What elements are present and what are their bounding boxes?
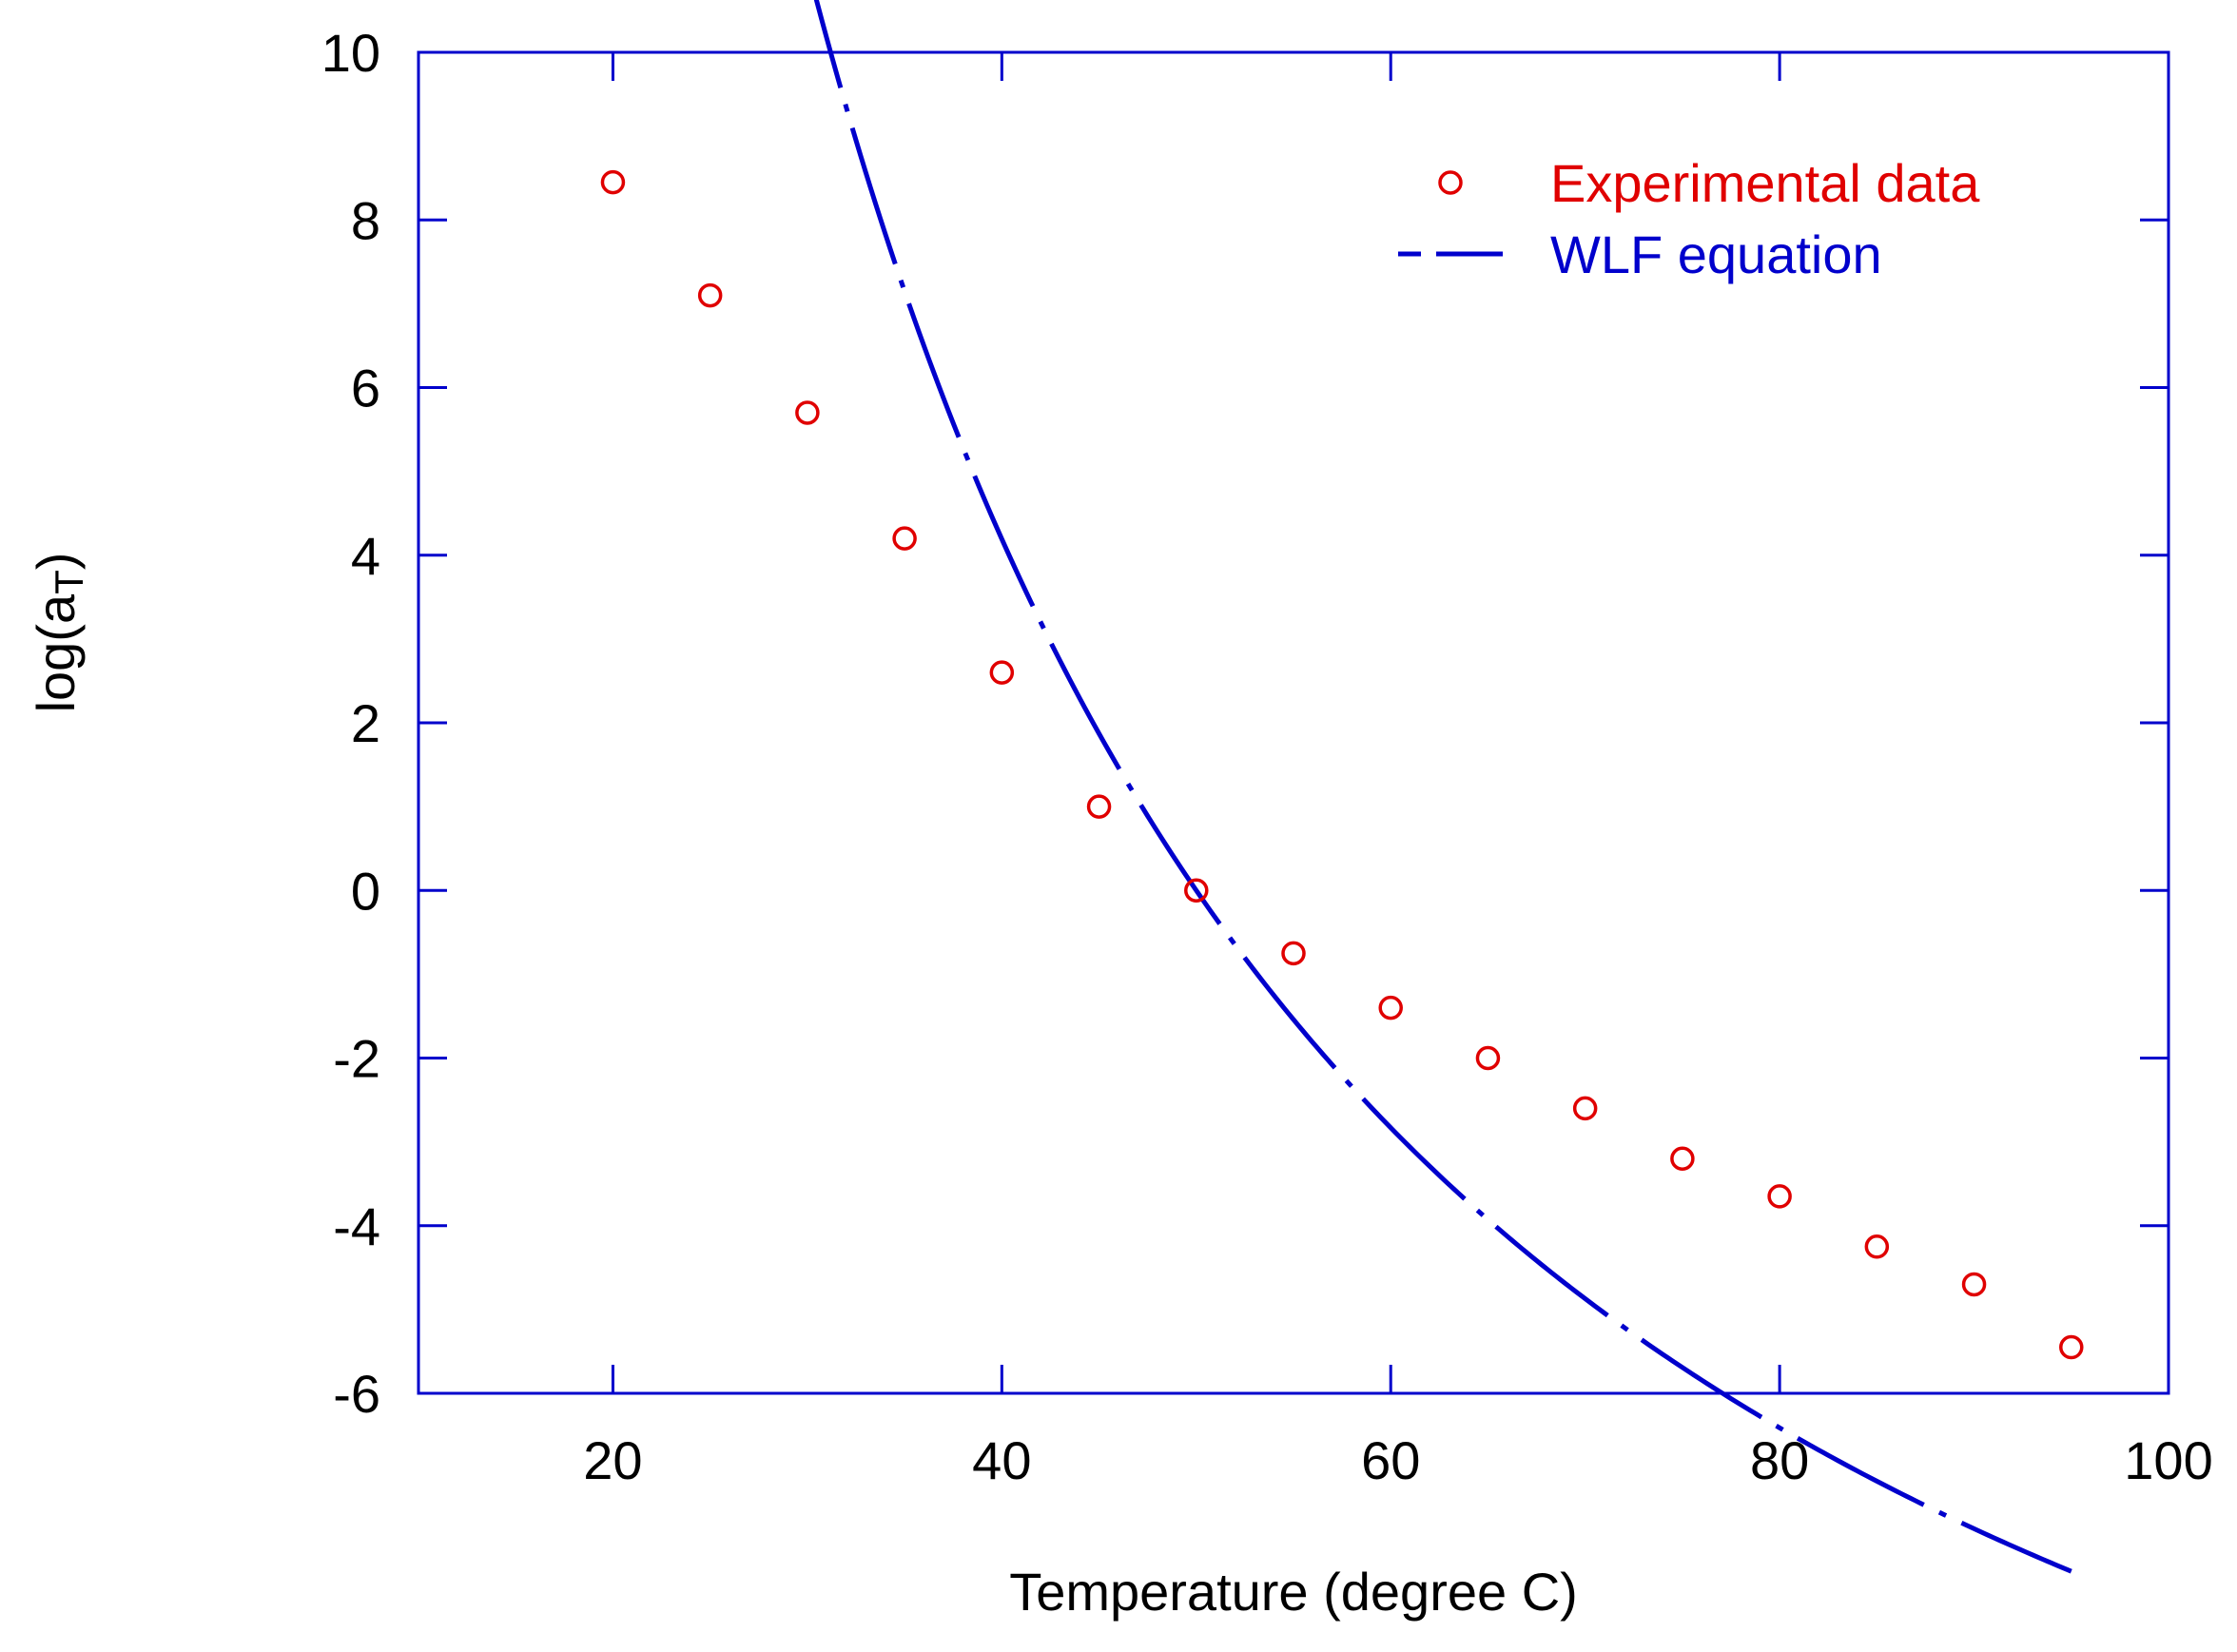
x-tick-label: 60 bbox=[1361, 1430, 1420, 1490]
y-tick-label: 8 bbox=[351, 190, 380, 250]
experimental-point bbox=[1961, 1272, 1987, 1297]
experimental-point bbox=[1281, 941, 1306, 966]
experimental-point bbox=[1475, 1045, 1501, 1071]
y-tick-label: -2 bbox=[333, 1029, 380, 1089]
experimental-point bbox=[697, 282, 723, 308]
wlf-curve-layer bbox=[813, 0, 2072, 1574]
svg-text:log(aT): log(aT) bbox=[26, 553, 91, 713]
experimental-point bbox=[795, 400, 820, 425]
axis-ticks bbox=[418, 50, 2170, 1395]
y-axis-title-subscript: T bbox=[47, 570, 91, 594]
y-axis-title: log(aT) bbox=[26, 553, 91, 713]
y-tick-labels: 10 8 6 4 2 0 -2 -4 -6 bbox=[321, 23, 380, 1424]
wlf-curve-line bbox=[813, 0, 2072, 1574]
y-tick-label: 4 bbox=[351, 526, 380, 586]
x-tick-labels: 20 40 60 80 100 bbox=[583, 1430, 2212, 1490]
experimental-points-layer bbox=[600, 169, 2084, 1360]
x-tick-label: 100 bbox=[2124, 1430, 2212, 1490]
experimental-point bbox=[989, 660, 1015, 685]
legend-label-wlf: WLF equation bbox=[1550, 224, 1882, 284]
y-tick-label: 0 bbox=[351, 861, 380, 921]
experimental-point bbox=[1670, 1146, 1695, 1171]
x-tick-label: 40 bbox=[972, 1430, 1031, 1490]
x-tick-label: 20 bbox=[583, 1430, 642, 1490]
y-axis-title-main: log(a bbox=[26, 593, 86, 712]
x-axis-title: Temperature (degree C) bbox=[1009, 1562, 1578, 1622]
y-tick-label: 6 bbox=[351, 359, 380, 418]
experimental-point bbox=[1767, 1184, 1792, 1209]
experimental-point bbox=[1378, 995, 1403, 1020]
y-tick-label: 2 bbox=[351, 693, 380, 753]
legend-marker-experimental bbox=[1438, 170, 1463, 195]
experimental-point bbox=[1572, 1096, 1598, 1121]
y-axis-title-close: ) bbox=[26, 553, 86, 571]
legend-label-experimental: Experimental data bbox=[1550, 153, 1980, 213]
legend: Experimental data WLF equation bbox=[1398, 153, 1980, 284]
y-tick-label: -4 bbox=[333, 1196, 380, 1256]
y-tick-label: -6 bbox=[333, 1364, 380, 1424]
experimental-point bbox=[1086, 794, 1112, 819]
y-tick-label: 10 bbox=[321, 23, 380, 83]
experimental-point bbox=[600, 169, 626, 195]
experimental-point bbox=[1864, 1234, 1890, 1259]
experimental-point bbox=[892, 526, 917, 551]
plot-frame bbox=[417, 50, 2170, 1395]
experimental-point bbox=[2059, 1334, 2084, 1360]
experimental-point bbox=[1184, 878, 1209, 903]
